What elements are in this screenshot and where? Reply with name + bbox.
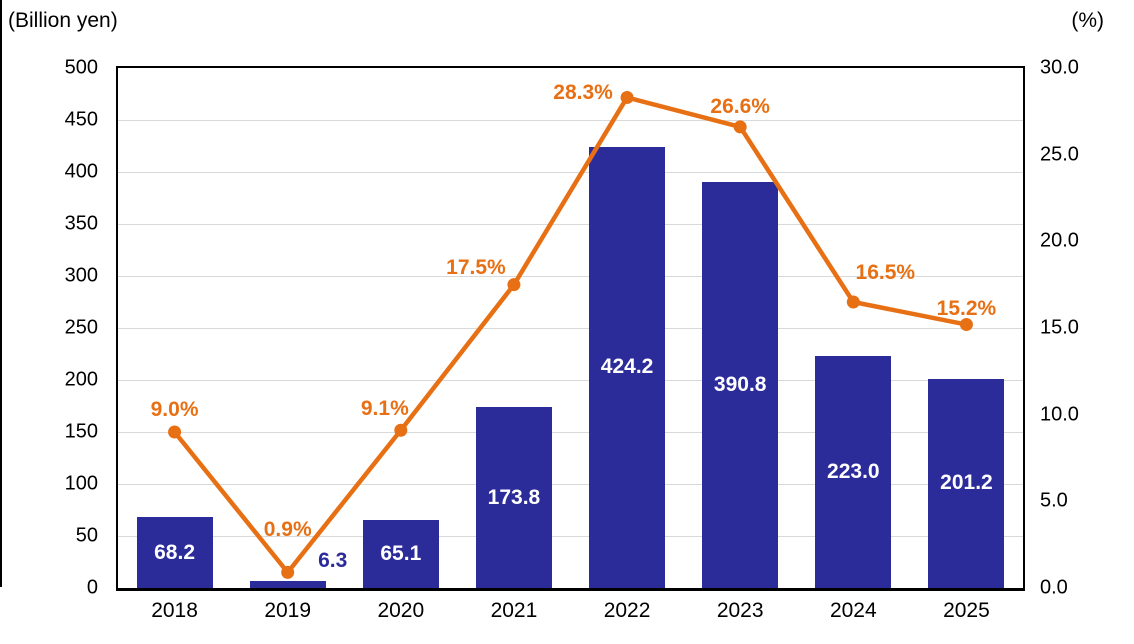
bar-2018 <box>136 517 213 588</box>
line-marker-2022 <box>620 90 634 104</box>
bar-label-2023: 390.8 <box>713 372 767 396</box>
x-label-2024: 2024 <box>829 599 877 622</box>
x-label-2022: 2022 <box>603 599 651 622</box>
left-tick-200: 200 <box>64 368 98 391</box>
gridline <box>118 224 1023 225</box>
x-label-2021: 2021 <box>490 599 538 622</box>
left-tick-450: 450 <box>64 108 98 131</box>
line-label-2025: 15.2% <box>936 296 997 320</box>
bar-label-2025: 201.2 <box>940 471 993 495</box>
bar-label-2021: 173.8 <box>487 485 541 509</box>
line-marker-2024 <box>846 295 860 309</box>
right-tick-10.0: 10.0 <box>1040 403 1079 426</box>
gridline <box>118 536 1023 537</box>
line-label-2019: 0.9% <box>263 518 312 542</box>
x-label-2019: 2019 <box>264 599 312 622</box>
line-marker-2020 <box>394 423 408 437</box>
bar-label-2020: 65.1 <box>380 542 422 566</box>
right-axis-title: (%) <box>1071 9 1104 32</box>
left-axis-title: (Billion yen) <box>8 9 118 32</box>
bar-label-2019: 6.3 <box>318 549 348 573</box>
line-marker-2023 <box>733 120 747 134</box>
x-label-2020: 2020 <box>377 599 425 622</box>
gridline <box>118 120 1023 121</box>
bar-2024 <box>815 356 892 588</box>
gridline <box>118 484 1023 485</box>
plot-area: 68.2 6.3 65.1 173.8 424.2 390.8 223.0 201.2 9.0… <box>116 66 1025 591</box>
gridline <box>118 328 1023 329</box>
right-tick-25.0: 25.0 <box>1040 143 1079 166</box>
line-marker-2019 <box>281 565 295 579</box>
bar-2019 <box>249 581 326 588</box>
left-tick-400: 400 <box>64 160 98 183</box>
x-label-2025: 2025 <box>943 599 990 622</box>
ratio-line <box>172 95 967 575</box>
line-label-2023: 26.6% <box>710 94 770 118</box>
bar-2022 <box>589 146 666 588</box>
left-tick-250: 250 <box>64 316 98 339</box>
right-axis-ticks: 30.0 25.0 20.0 15.0 10.0 5.0 0.0 <box>1040 57 1130 599</box>
bar-2023 <box>702 181 779 588</box>
left-tick-300: 300 <box>64 264 98 287</box>
bar-2025 <box>928 378 1005 588</box>
right-tick-20.0: 20.0 <box>1040 229 1079 252</box>
x-label-2018: 2018 <box>151 599 198 622</box>
gridline <box>118 380 1023 381</box>
right-tick-0.0: 0.0 <box>1040 576 1068 599</box>
line-marker-2021 <box>507 278 521 292</box>
left-edge-line <box>0 0 2 587</box>
left-tick-500: 500 <box>64 56 98 79</box>
gridline <box>118 276 1023 277</box>
left-tick-0: 0 <box>86 576 98 599</box>
line-label-2024: 16.5% <box>855 261 916 284</box>
left-tick-50: 50 <box>75 524 98 547</box>
gridline <box>118 172 1023 173</box>
gridline <box>118 432 1023 433</box>
line-label-2022: 28.3% <box>553 81 613 105</box>
line-label-2021: 17.5% <box>446 255 506 279</box>
line-marker-2018 <box>168 425 182 439</box>
left-tick-350: 350 <box>64 212 98 235</box>
bar-label-2024: 223.0 <box>827 460 880 484</box>
bar-2021 <box>475 407 552 588</box>
line-label-2020: 9.1% <box>360 397 409 421</box>
bar-label-2018: 68.2 <box>154 540 195 564</box>
left-tick-150: 150 <box>64 420 98 443</box>
left-axis-ticks: 500 450 400 350 300 250 200 150 100 50 0 <box>0 57 98 599</box>
line-marker-2025 <box>959 318 973 332</box>
bar-label-2022: 424.2 <box>600 355 654 379</box>
right-tick-30.0: 30.0 <box>1040 56 1079 79</box>
x-axis-labels: 2018 2019 2020 2021 2022 2023 2024 2025 <box>118 599 1023 627</box>
left-tick-100: 100 <box>64 472 98 495</box>
bar-2020 <box>362 520 439 588</box>
right-tick-15.0: 15.0 <box>1040 316 1079 339</box>
right-tick-5.0: 5.0 <box>1040 489 1068 512</box>
x-label-2023: 2023 <box>716 599 764 622</box>
line-series-layer <box>168 90 973 579</box>
line-label-2018: 9.0% <box>150 398 199 421</box>
